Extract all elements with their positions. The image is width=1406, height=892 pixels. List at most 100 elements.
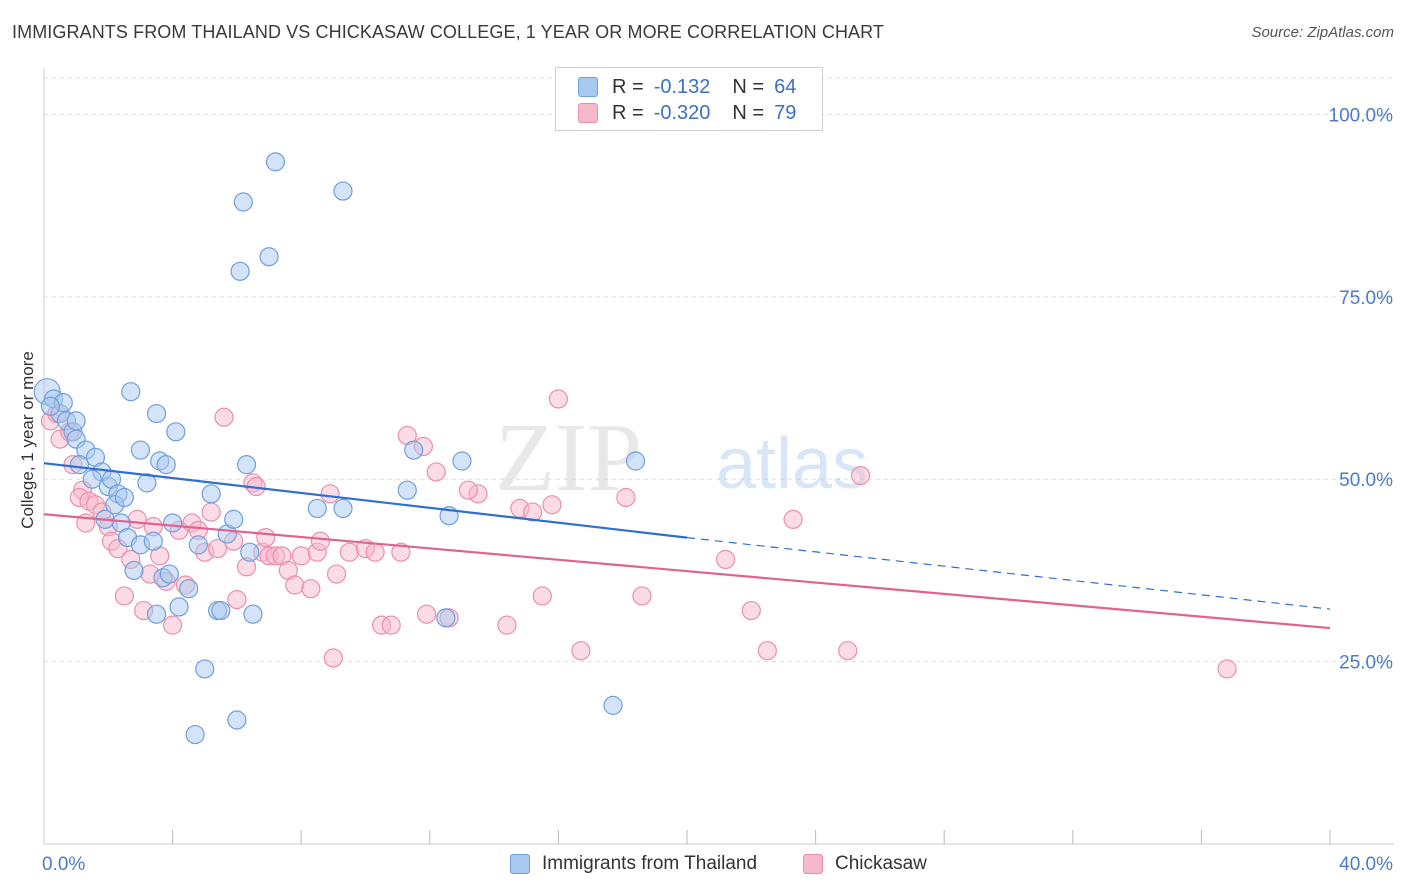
- data-point: [188, 535, 208, 555]
- data-point: [256, 527, 276, 548]
- data-point: [715, 549, 736, 570]
- watermark-atlas: atlas: [716, 424, 868, 504]
- data-point: [114, 487, 134, 508]
- data-point: [243, 604, 263, 624]
- data-point: [452, 451, 472, 471]
- legend-n-label: N =: [732, 101, 765, 124]
- data-point: [783, 509, 803, 529]
- data-point: [211, 600, 231, 621]
- y-tick-label: 100.0%: [1329, 105, 1394, 126]
- data-point: [458, 480, 478, 500]
- y-tick-label: 50.0%: [1339, 470, 1393, 491]
- data-point: [236, 455, 257, 475]
- data-point: [66, 411, 86, 431]
- x-tick-label: 0.0%: [42, 854, 85, 875]
- data-point: [838, 641, 858, 661]
- data-point: [201, 484, 221, 504]
- data-point: [163, 513, 183, 533]
- data-point: [741, 600, 761, 621]
- tick-labels: 25.0% 50.0% 75.0% 100.0% 0.0% 40.0%: [42, 105, 1393, 875]
- data-point: [166, 422, 186, 442]
- data-point: [310, 531, 331, 551]
- trend-line-thailand: [43, 462, 688, 539]
- data-point: [195, 659, 215, 679]
- data-point: [114, 586, 134, 606]
- x-tick-label: 40.0%: [1339, 854, 1393, 875]
- data-point: [391, 542, 411, 562]
- data-point: [333, 498, 353, 519]
- legend-n-label: N =: [732, 75, 765, 98]
- data-point: [381, 615, 401, 635]
- data-point: [69, 455, 89, 475]
- data-point: [40, 396, 61, 416]
- legend-swatch-blue: [578, 77, 598, 97]
- data-point: [127, 509, 147, 529]
- trend-line-chickasaw: [43, 513, 1331, 630]
- y-tick-label: 75.0%: [1339, 288, 1393, 309]
- data-point: [320, 484, 340, 504]
- legend-label-thailand: Immigrants from Thailand: [542, 853, 758, 874]
- data-point: [532, 586, 552, 606]
- data-point: [159, 564, 179, 584]
- legend-r-value: -0.132: [653, 75, 711, 98]
- data-point: [625, 451, 646, 471]
- legend-item-chickasaw: Chickasaw: [803, 850, 927, 878]
- data-point: [130, 440, 151, 460]
- data-point: [291, 546, 311, 566]
- y-axis-label: College, 1 year or more: [18, 351, 37, 529]
- data-point: [214, 407, 234, 427]
- data-point: [851, 465, 871, 486]
- legend-label-chickasaw: Chickasaw: [835, 853, 927, 874]
- data-point: [163, 615, 183, 635]
- data-point: [233, 192, 253, 212]
- data-point: [339, 542, 360, 562]
- data-point: [185, 724, 205, 745]
- data-point: [757, 641, 777, 661]
- series-legend: Immigrants from Thailand Chickasaw: [0, 850, 1406, 880]
- data-point: [208, 538, 228, 559]
- data-point: [259, 247, 279, 267]
- data-point: [365, 542, 385, 562]
- data-point: [301, 579, 321, 599]
- data-point: [603, 695, 623, 715]
- data-point: [124, 560, 144, 581]
- data-point: [137, 473, 157, 493]
- data-point: [523, 502, 543, 522]
- data-point: [548, 389, 569, 409]
- legend-r-label: R =: [612, 75, 644, 98]
- data-point: [333, 181, 353, 201]
- data-point: [436, 608, 456, 628]
- data-point: [285, 575, 305, 595]
- data-point: [82, 469, 102, 489]
- correlation-legend: R = -0.132 N = 64 R = -0.320 N = 79: [555, 67, 823, 131]
- data-point: [143, 531, 163, 551]
- chart-title: IMMIGRANTS FROM THAILAND VS CHICKASAW CO…: [12, 22, 885, 42]
- data-point: [542, 495, 562, 515]
- data-point: [616, 487, 636, 508]
- data-point: [179, 579, 199, 599]
- data-point: [146, 604, 167, 624]
- legend-swatch-pink: [578, 103, 598, 123]
- trend-lines: [43, 462, 1331, 630]
- data-point: [323, 648, 343, 668]
- legend-row-chickasaw: R = -0.320 N = 79: [578, 100, 796, 126]
- y-tick-label: 25.0%: [1339, 653, 1393, 674]
- data-point: [224, 509, 244, 529]
- legend-n-value: 79: [774, 101, 797, 124]
- legend-row-thailand: R = -0.132 N = 64: [578, 74, 796, 100]
- data-point: [571, 641, 591, 661]
- data-point: [230, 261, 250, 281]
- legend-swatch-pink: [803, 854, 823, 874]
- legend-n-value: 64: [774, 75, 797, 98]
- axes: [43, 68, 1394, 845]
- data-point: [404, 440, 424, 460]
- legend-item-thailand: Immigrants from Thailand: [510, 850, 757, 878]
- data-point: [307, 498, 327, 519]
- trend-line-thailand-extension: [686, 537, 1331, 610]
- data-point: [1217, 659, 1237, 679]
- data-point: [169, 597, 189, 617]
- data-point: [227, 590, 247, 610]
- legend-r-value: -0.320: [653, 101, 711, 124]
- data-point: [201, 502, 221, 522]
